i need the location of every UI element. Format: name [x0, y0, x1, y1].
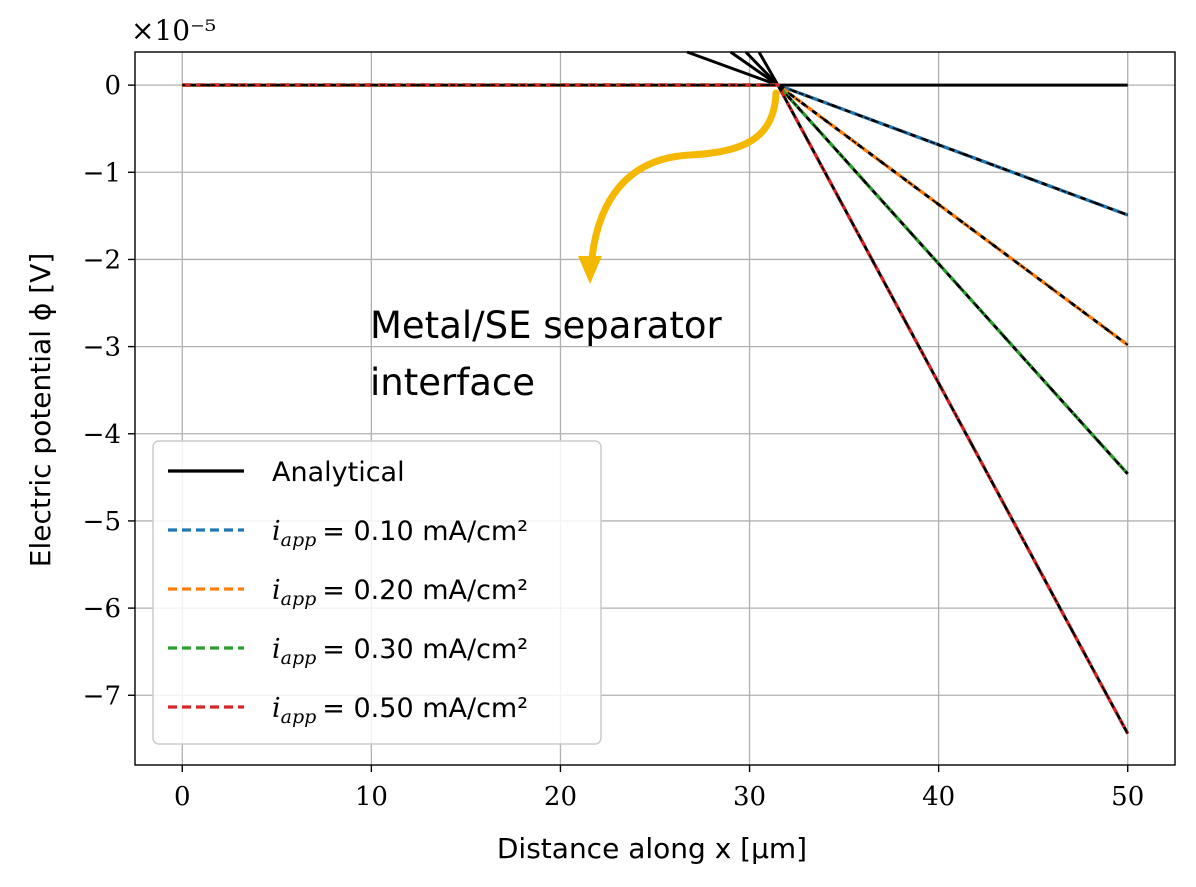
x-axis-label: Distance along x [μm]: [497, 832, 807, 865]
legend-box: [152, 440, 602, 745]
x-tick-label: 0: [174, 782, 191, 812]
annotation-line-1: Metal/SE separator: [370, 304, 722, 347]
plot-frame: [134, 51, 1176, 766]
annotation-arrow: [587, 89, 780, 272]
y-tick-label: −7: [83, 681, 121, 711]
x-tick-label: 50: [1111, 782, 1144, 812]
y-tick-label: −6: [83, 594, 121, 624]
legend: Analytical iapp = 0.10 mA/cm² iapp = 0.20 mA…: [168, 457, 528, 728]
legend-label: iapp = 0.10 mA/cm²: [272, 516, 528, 551]
series-line-dashed: [182, 83, 1129, 217]
axis-ticks: 0 10 20 30 40 50 0 −1 −2 −3 −4 −5 −6 −7: [83, 71, 1145, 812]
y-tick-label: 0: [104, 71, 121, 101]
y-tick-label: −1: [83, 158, 121, 188]
x-tick-label: 10: [355, 782, 388, 812]
annotation-arrowhead: [578, 256, 602, 284]
annotation-line-2: interface: [370, 361, 535, 404]
legend-label: Analytical: [272, 457, 405, 488]
series-lines: [182, 50, 1130, 735]
x-tick-label: 40: [922, 782, 955, 812]
legend-label: iapp = 0.50 mA/cm²: [272, 693, 528, 728]
y-tick-label: −4: [83, 420, 121, 450]
legend-label: iapp = 0.30 mA/cm²: [272, 634, 528, 669]
x-tick-label: 20: [544, 782, 577, 812]
series-line-overlay: [182, 84, 1128, 216]
series-line-overlay: [182, 84, 1129, 734]
legend-label: iapp = 0.20 mA/cm²: [272, 575, 528, 610]
y-tick-label: −2: [83, 245, 121, 275]
y-tick-label: −3: [83, 333, 121, 363]
y-multiplier: ×10⁻⁵: [131, 14, 216, 47]
series-line-dashed: [182, 83, 1129, 476]
series-line-overlay: [182, 84, 1129, 475]
x-tick-label: 30: [733, 782, 766, 812]
y-tick-label: −5: [83, 507, 121, 537]
y-axis-label: Electric potential ϕ [V]: [24, 253, 57, 567]
